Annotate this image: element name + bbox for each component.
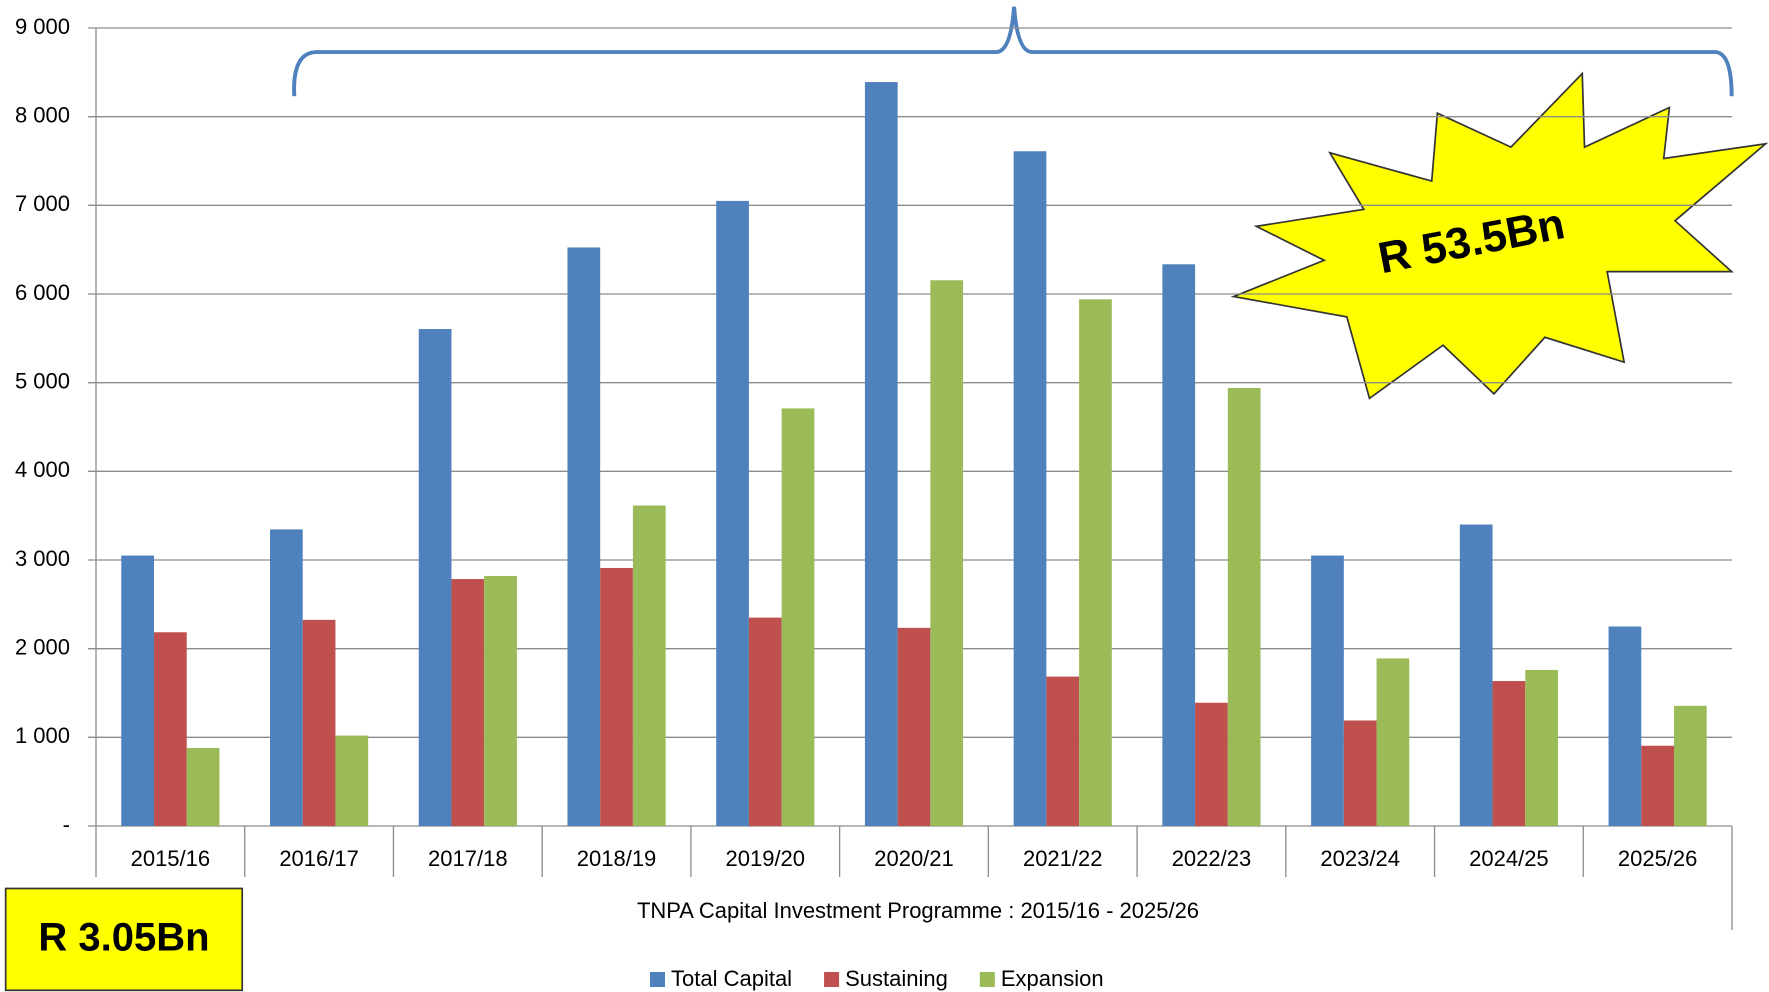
bar: [567, 247, 601, 826]
decorations: [4, 6, 1769, 992]
bar: [1673, 705, 1707, 826]
bar: [154, 632, 187, 826]
legend-swatch: [650, 972, 665, 987]
bar: [1376, 658, 1410, 826]
x-tick-label: 2019/20: [726, 846, 806, 871]
bar: [484, 575, 517, 826]
y-tick-label: 5 000: [15, 368, 70, 393]
x-tick-label: 2016/17: [279, 846, 359, 871]
bar: [632, 505, 666, 826]
legend-label: Total Capital: [671, 966, 792, 991]
y-tick-label: 3 000: [15, 546, 70, 571]
starburst: [1230, 71, 1769, 400]
x-tick-label: 2025/26: [1618, 846, 1698, 871]
bar: [1608, 626, 1642, 826]
bar: [335, 735, 369, 826]
y-tick-label: 4 000: [15, 457, 70, 482]
bar: [748, 617, 782, 826]
bar: [121, 555, 155, 826]
legend-swatch: [979, 972, 995, 987]
y-tick-label: -: [63, 812, 70, 837]
x-tick-label: 2020/21: [874, 846, 954, 871]
y-tick-label: 7 000: [15, 191, 70, 216]
bar: [1195, 702, 1228, 826]
x-tick-label: 2017/18: [428, 846, 508, 871]
brace: [292, 6, 1734, 97]
bar: [781, 408, 815, 826]
bar: [1311, 555, 1344, 826]
callout-box: [4, 887, 244, 992]
bar: [1162, 264, 1196, 827]
bar: [1641, 745, 1674, 826]
bar: [864, 82, 898, 826]
x-axis-title: TNPA Capital Investment Programme : 2015…: [637, 898, 1199, 923]
bar: [418, 329, 452, 826]
x-tick-label: 2023/24: [1320, 846, 1400, 871]
legend-label: Expansion: [1001, 966, 1104, 991]
bar: [600, 567, 633, 826]
bar: [1343, 720, 1377, 826]
bar: [1079, 299, 1112, 826]
y-tick-label: 2 000: [15, 634, 70, 659]
bar: [1492, 681, 1526, 826]
legend-label: Sustaining: [845, 966, 948, 991]
bar: [1525, 669, 1558, 826]
x-tick-label: 2018/19: [577, 846, 657, 871]
x-tick-label: 2021/22: [1023, 846, 1103, 871]
y-tick-label: 8 000: [15, 102, 70, 127]
bar: [897, 627, 931, 826]
bar: [1227, 387, 1261, 826]
bar: [1013, 151, 1047, 826]
y-tick-label: 6 000: [15, 280, 70, 305]
x-tick-label: 2015/16: [131, 846, 211, 871]
bar: [270, 529, 303, 826]
y-tick-label: 9 000: [15, 14, 70, 39]
bar: [451, 579, 485, 826]
bar: [1459, 524, 1493, 826]
annotation: R 3.05Bn: [38, 916, 209, 960]
x-tick-label: 2024/25: [1469, 846, 1549, 871]
x-tick-label: 2022/23: [1172, 846, 1252, 871]
bar: [1046, 676, 1080, 826]
legend-swatch: [824, 972, 840, 987]
bar: [186, 747, 220, 826]
bar: [716, 200, 749, 826]
y-tick-label: 1 000: [15, 723, 70, 748]
bar: [302, 619, 336, 826]
bar: [930, 280, 964, 826]
